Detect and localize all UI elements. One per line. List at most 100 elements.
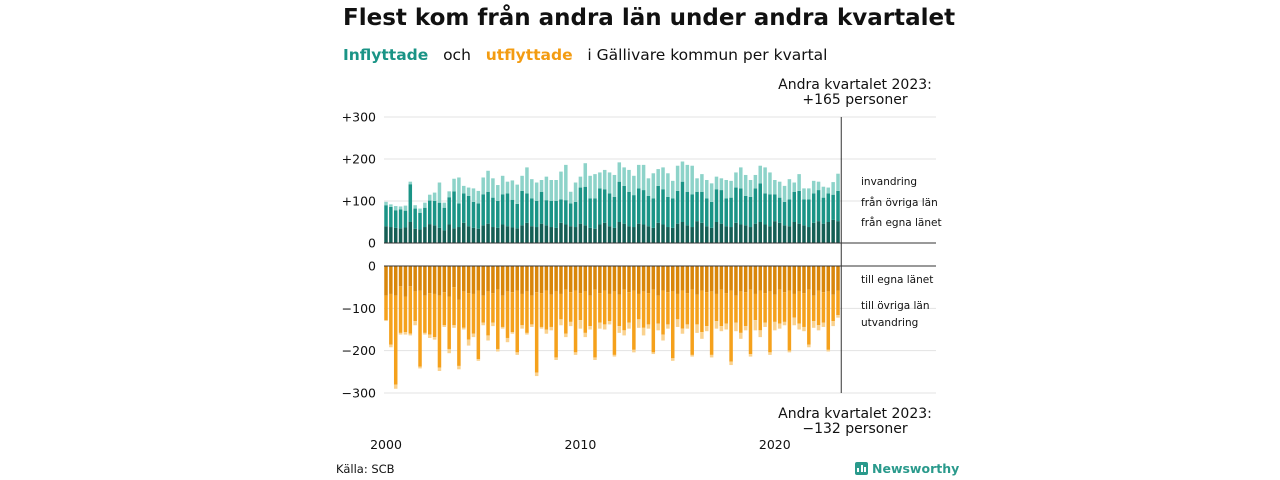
bar-in-invandring bbox=[554, 180, 558, 201]
bar-in-egna bbox=[466, 226, 471, 243]
bar-out-ovriga bbox=[408, 286, 413, 334]
bar-out-ovriga bbox=[831, 294, 835, 322]
bar-out-utvandring bbox=[739, 332, 743, 339]
bar-out-egna bbox=[724, 266, 728, 294]
bar-in-ovriga bbox=[729, 197, 733, 228]
bar-in-invandring bbox=[734, 172, 738, 188]
bar-in-invandring bbox=[797, 174, 801, 191]
bar-out-egna bbox=[403, 266, 408, 297]
bar-in-ovriga bbox=[782, 201, 787, 226]
bar-in-ovriga bbox=[811, 193, 816, 223]
y-tick-label-bottom: −100 bbox=[342, 301, 376, 316]
bar-out-ovriga bbox=[661, 290, 665, 335]
bar-in-egna bbox=[690, 227, 694, 243]
bar-out-egna bbox=[743, 266, 748, 293]
bar-out-ovriga bbox=[675, 293, 680, 320]
bar-in-egna bbox=[797, 223, 801, 243]
bar-out-egna bbox=[807, 266, 811, 290]
bar-in-egna bbox=[763, 224, 767, 243]
bar-in-egna bbox=[583, 225, 588, 243]
bar-out-utvandring bbox=[826, 349, 831, 352]
bar-out-egna bbox=[636, 266, 641, 294]
bar-in-egna bbox=[530, 226, 534, 243]
bar-out-utvandring bbox=[505, 337, 510, 343]
bar-in-egna bbox=[748, 227, 753, 243]
bar-out-utvandring bbox=[539, 326, 544, 329]
bar-out-egna bbox=[748, 266, 753, 290]
brand-name: Newsworthy bbox=[872, 461, 960, 476]
bar-out-egna bbox=[564, 266, 568, 290]
bar-in-invandring bbox=[807, 188, 811, 200]
bar-out-ovriga bbox=[510, 292, 515, 333]
bar-in-invandring bbox=[622, 167, 626, 186]
bar-out-utvandring bbox=[398, 332, 403, 335]
bar-out-egna bbox=[719, 266, 724, 290]
series-label-bottom: utvandring bbox=[861, 317, 918, 329]
bar-in-invandring bbox=[447, 191, 451, 198]
bar-out-utvandring bbox=[408, 333, 413, 336]
bar-out-egna bbox=[491, 266, 495, 294]
bar-in-egna bbox=[782, 225, 787, 243]
bar-in-egna bbox=[554, 227, 558, 243]
bar-in-invandring bbox=[607, 172, 612, 194]
bar-out-egna bbox=[481, 266, 485, 296]
bar-out-egna bbox=[408, 266, 413, 287]
bar-out-ovriga bbox=[534, 292, 539, 373]
bar-in-ovriga bbox=[826, 193, 831, 222]
bar-out-utvandring bbox=[651, 352, 656, 355]
bar-out-ovriga bbox=[636, 293, 641, 320]
bar-out-utvandring bbox=[568, 321, 573, 327]
bar-in-ovriga bbox=[695, 191, 699, 222]
bar-in-invandring bbox=[753, 174, 758, 189]
bar-out-ovriga bbox=[816, 290, 821, 326]
series-label-bottom: till egna länet bbox=[861, 274, 933, 286]
bar-in-ovriga bbox=[627, 191, 631, 227]
bar-out-utvandring bbox=[773, 321, 777, 331]
bar-in-ovriga bbox=[539, 191, 544, 224]
bar-in-invandring bbox=[578, 176, 583, 188]
bar-in-ovriga bbox=[821, 197, 826, 224]
bar-out-utvandring bbox=[559, 319, 563, 326]
bar-out-egna bbox=[544, 266, 549, 291]
bar-out-utvandring bbox=[685, 324, 690, 329]
bar-out-utvandring bbox=[520, 325, 524, 329]
bar-in-invandring bbox=[573, 182, 578, 202]
bar-in-invandring bbox=[811, 180, 816, 194]
bar-in-invandring bbox=[685, 164, 690, 192]
bar-in-egna bbox=[622, 223, 626, 243]
bar-out-utvandring bbox=[763, 322, 767, 327]
bar-in-egna bbox=[811, 222, 816, 243]
bar-in-ovriga bbox=[777, 197, 782, 223]
bar-in-egna bbox=[773, 221, 777, 243]
bar-out-ovriga bbox=[413, 291, 417, 322]
bar-in-invandring bbox=[476, 190, 481, 204]
bar-out-egna bbox=[641, 266, 646, 292]
y-tick-label-top: +300 bbox=[342, 110, 376, 125]
bar-out-egna bbox=[617, 266, 622, 295]
bar-out-ovriga bbox=[690, 289, 694, 355]
bar-in-ovriga bbox=[816, 190, 821, 222]
bar-out-utvandring bbox=[607, 321, 612, 325]
bar-in-egna bbox=[656, 222, 660, 243]
bar-out-ovriga bbox=[821, 292, 826, 323]
bar-in-ovriga bbox=[466, 195, 471, 227]
bar-in-invandring bbox=[403, 205, 408, 211]
bar-out-egna bbox=[777, 266, 782, 290]
bar-in-invandring bbox=[437, 182, 442, 203]
bar-in-egna bbox=[705, 226, 709, 243]
bar-in-ovriga bbox=[671, 198, 675, 228]
bar-in-egna bbox=[573, 227, 578, 243]
bar-out-ovriga bbox=[462, 291, 466, 328]
bar-in-egna bbox=[534, 227, 539, 243]
bar-in-ovriga bbox=[437, 202, 442, 228]
bar-out-egna bbox=[486, 266, 490, 292]
bar-in-invandring bbox=[646, 178, 651, 196]
bar-in-egna bbox=[743, 225, 748, 243]
bar-out-ovriga bbox=[802, 293, 806, 327]
bar-out-ovriga bbox=[398, 286, 403, 333]
bar-out-utvandring bbox=[588, 326, 592, 330]
bar-out-egna bbox=[593, 266, 597, 290]
bar-in-ovriga bbox=[525, 193, 529, 223]
bar-in-ovriga bbox=[432, 201, 437, 226]
bar-in-egna bbox=[505, 226, 510, 243]
